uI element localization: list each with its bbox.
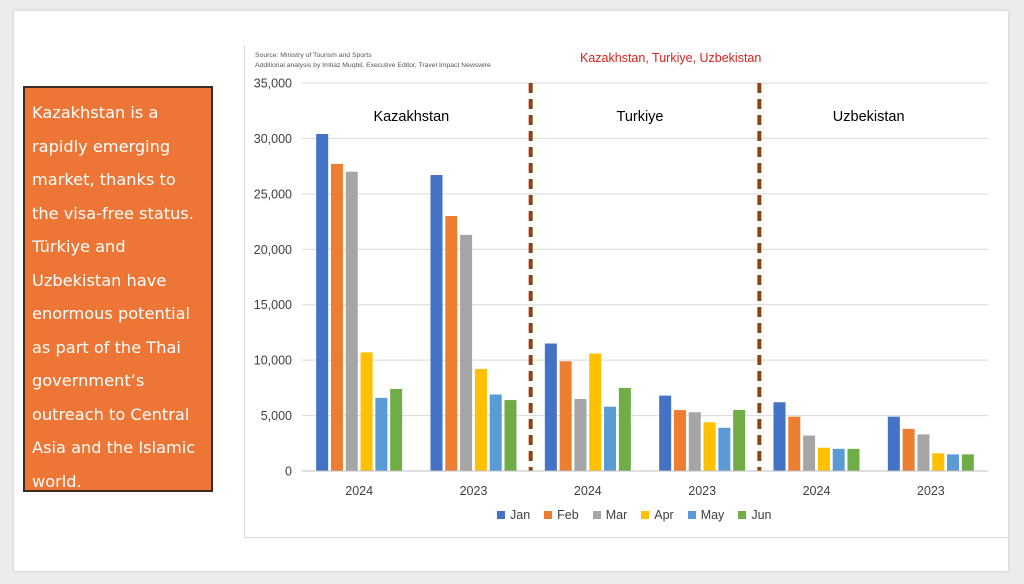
chart-title: Kazakhstan, Turkiye, Uzbekistan	[580, 51, 762, 65]
legend-swatch	[592, 511, 601, 519]
bar	[688, 412, 701, 471]
legend-item: Feb	[544, 508, 579, 522]
bar	[847, 448, 860, 471]
bar	[430, 175, 443, 472]
x-tick-label: 2023	[917, 484, 945, 498]
bar	[832, 448, 845, 471]
bar	[345, 171, 358, 471]
bar	[360, 352, 373, 471]
legend-item: Jun	[738, 508, 771, 522]
bar	[887, 416, 900, 471]
y-tick-label: 10,000	[254, 354, 292, 368]
bar	[703, 422, 716, 471]
x-tick-label: 2024	[803, 484, 831, 498]
legend-label: Feb	[557, 508, 579, 522]
bar	[375, 397, 388, 471]
legend-label: May	[700, 508, 725, 522]
callout-text: Kazakhstan is a rapidly emerging market,…	[32, 103, 196, 491]
bar	[504, 400, 517, 471]
bar	[390, 388, 403, 471]
bar	[917, 434, 930, 471]
source-line-1: Source: Ministry of Tourism and Sports	[255, 52, 372, 59]
legend-label: Apr	[654, 508, 674, 522]
bar	[947, 454, 960, 471]
bar	[788, 416, 801, 471]
bar	[559, 361, 572, 471]
legend-swatch	[641, 511, 650, 519]
bar	[460, 234, 473, 471]
callout-box: Kazakhstan is a rapidly emerging market,…	[23, 86, 213, 492]
x-tick-label: 2024	[345, 484, 373, 498]
y-tick-label: 0	[285, 465, 292, 479]
bar	[902, 428, 915, 471]
group-label: Turkiye	[617, 109, 664, 125]
y-tick-label: 15,000	[254, 298, 292, 312]
legend-swatch	[687, 511, 696, 519]
bar	[489, 394, 502, 471]
bar	[733, 410, 746, 471]
y-tick-label: 25,000	[254, 187, 292, 201]
legend-label: Jan	[510, 508, 531, 522]
bar	[961, 454, 974, 471]
bar	[330, 163, 343, 471]
y-tick-label: 30,000	[254, 132, 292, 146]
bar	[618, 387, 631, 471]
legend-item: Mar	[592, 508, 628, 522]
chart-frame	[244, 46, 1007, 538]
legend-swatch	[544, 511, 553, 519]
legend-item: Apr	[641, 508, 674, 522]
legend-swatch	[497, 511, 505, 519]
x-tick-label: 2023	[688, 484, 716, 498]
y-tick-label: 5,000	[261, 409, 292, 423]
bar	[803, 435, 816, 471]
bar	[932, 453, 945, 471]
legend-swatch	[738, 511, 747, 519]
group-label: Kazakhstan	[373, 109, 449, 125]
x-tick-label: 2024	[574, 484, 602, 498]
legend-label: Mar	[605, 508, 628, 522]
y-tick-label: 20,000	[254, 243, 292, 257]
chart-legend: Jan Feb Mar Apr May Jun	[497, 508, 771, 522]
bar	[316, 133, 329, 471]
source-note: Source: Ministry of Tourism and Sports A…	[255, 51, 491, 70]
x-tick-label: 2023	[460, 484, 488, 498]
bar	[817, 447, 830, 471]
bar	[604, 406, 617, 471]
source-line-2: Additional analysis by Imtiaz Muqbil, Ex…	[255, 61, 491, 69]
bar	[445, 216, 458, 471]
bar	[773, 402, 786, 471]
y-tick-label: 35,000	[254, 77, 292, 91]
bar	[673, 410, 686, 471]
bar	[659, 395, 672, 471]
bar	[574, 398, 587, 471]
bar	[589, 353, 602, 471]
group-label: Uzbekistan	[833, 109, 905, 125]
legend-label: Jun	[751, 508, 772, 522]
legend-item: Jan	[497, 508, 530, 522]
bar	[474, 369, 487, 471]
bar	[718, 427, 731, 471]
legend-item: May	[687, 508, 725, 522]
bar	[544, 343, 557, 471]
